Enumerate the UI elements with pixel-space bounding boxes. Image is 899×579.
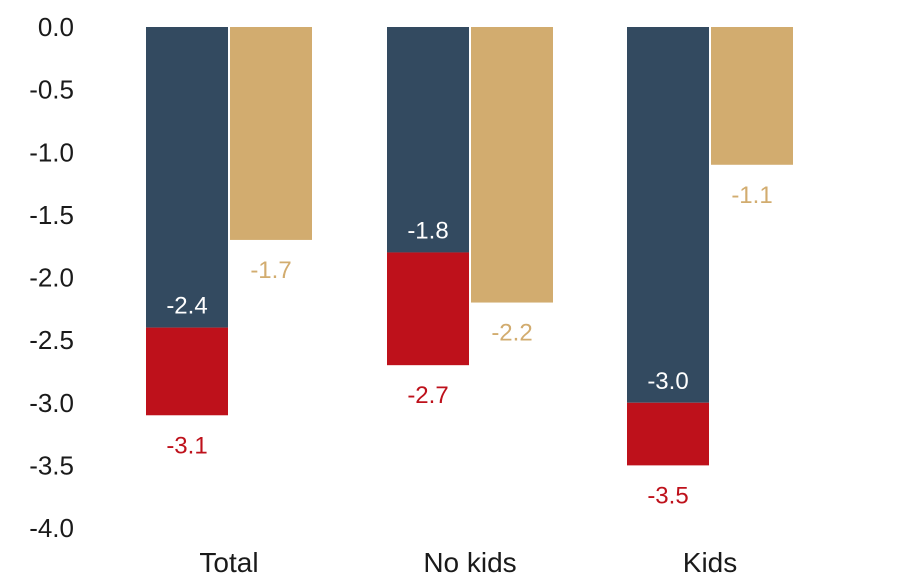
y-tick-label-8: -4.0 bbox=[29, 513, 74, 543]
y-axis: 0.0 -0.5 -1.0 -1.5 -2.0 -2.5 -3.0 -3.5 -4.0 bbox=[29, 12, 74, 543]
y-tick-label-4: -2.0 bbox=[29, 263, 74, 293]
y-tick-label-2: -1.0 bbox=[29, 137, 74, 167]
data-label-tan-1: -2.2 bbox=[491, 320, 532, 347]
data-label-dark-2: -3.0 bbox=[647, 368, 688, 395]
category-label-2: Kids bbox=[683, 547, 737, 578]
data-label-red-1: -2.7 bbox=[407, 382, 448, 409]
y-tick-label-6: -3.0 bbox=[29, 388, 74, 418]
bar-dark-2 bbox=[627, 27, 709, 403]
bar-red-0 bbox=[146, 327, 228, 416]
bar-tan-2 bbox=[711, 27, 793, 165]
bar-dark-1 bbox=[387, 27, 469, 253]
data-label-tan-2: -1.1 bbox=[731, 182, 772, 209]
data-label-red-0: -3.1 bbox=[166, 432, 207, 459]
x-axis: Total No kids Kids bbox=[199, 547, 737, 578]
bar-red-2 bbox=[627, 402, 709, 466]
category-label-0: Total bbox=[199, 547, 258, 578]
y-tick-label-7: -3.5 bbox=[29, 450, 74, 480]
y-tick-label-5: -2.5 bbox=[29, 325, 74, 355]
y-tick-label-3: -1.5 bbox=[29, 200, 74, 230]
y-tick-label-0: 0.0 bbox=[38, 12, 74, 42]
data-labels: -2.4 -3.1 -1.7 -1.8 -2.7 -2.2 -3.0 -3.5 -1.1 bbox=[166, 182, 772, 510]
category-label-1: No kids bbox=[423, 547, 516, 578]
data-label-tan-0: -1.7 bbox=[250, 257, 291, 284]
data-label-dark-0: -2.4 bbox=[166, 293, 207, 320]
y-tick-label-1: -0.5 bbox=[29, 75, 74, 105]
bars-group bbox=[146, 27, 793, 466]
bar-dark-0 bbox=[146, 27, 228, 328]
data-label-dark-1: -1.8 bbox=[407, 217, 448, 244]
bar-tan-0 bbox=[230, 27, 312, 240]
bar-tan-1 bbox=[471, 27, 553, 303]
bar-red-1 bbox=[387, 252, 469, 366]
data-label-red-2: -3.5 bbox=[647, 482, 688, 509]
